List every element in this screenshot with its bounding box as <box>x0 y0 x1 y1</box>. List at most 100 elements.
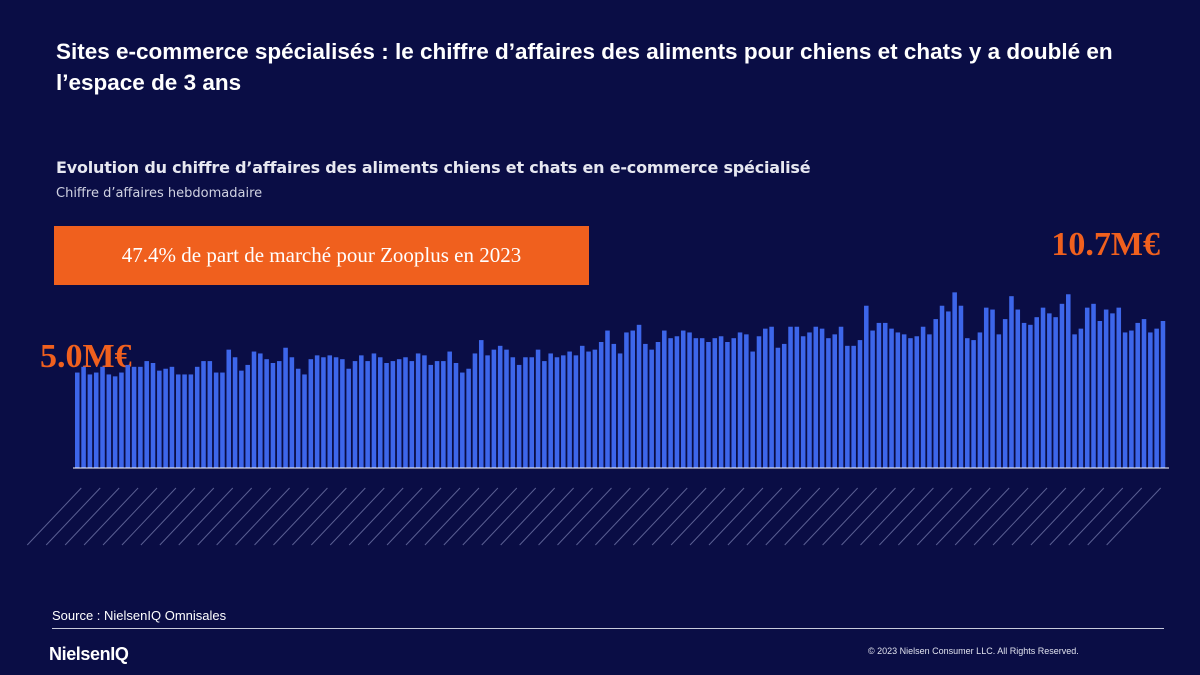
bar-week-71 <box>516 364 522 468</box>
bar-week-84 <box>598 342 604 468</box>
bar-week-111 <box>769 326 774 468</box>
x-tick-label-mark <box>348 487 404 546</box>
x-tick-label-mark <box>954 487 1010 546</box>
bar-week-47 <box>365 361 370 468</box>
bar-week-79 <box>567 351 572 468</box>
bar-week-30 <box>258 353 263 468</box>
x-tick-label-mark <box>83 487 139 546</box>
bar-week-74 <box>535 349 541 468</box>
bar-week-102 <box>712 338 718 468</box>
bar-week-83 <box>592 349 598 468</box>
bar-week-89 <box>630 330 636 468</box>
bar-week-128 <box>876 322 882 468</box>
x-tick-label-mark <box>102 487 158 546</box>
bar-week-144 <box>977 332 983 468</box>
x-tick-label-mark <box>481 487 537 546</box>
bar-week-121 <box>832 334 837 468</box>
x-tick-label-mark <box>197 487 253 546</box>
bar-week-82 <box>586 351 591 468</box>
x-tick-label-mark <box>765 487 821 546</box>
bar-week-75 <box>542 361 547 468</box>
x-tick-label-mark <box>1106 487 1162 546</box>
bar-week-86 <box>611 343 617 468</box>
bar-week-167 <box>1122 332 1128 468</box>
bar-week-170 <box>1141 319 1147 468</box>
x-tick-label-mark <box>26 487 82 546</box>
bar-week-87 <box>617 353 623 468</box>
bar-week-169 <box>1135 322 1140 468</box>
bar-week-133 <box>908 338 913 468</box>
chart-title: Evolution du chiffre d’affaires des alim… <box>56 158 811 177</box>
bar-week-49 <box>377 357 383 468</box>
bar-week-35 <box>289 357 295 468</box>
bar-week-64 <box>472 353 478 468</box>
bar-week-88 <box>624 332 629 468</box>
x-tick-label-mark <box>329 487 385 546</box>
bar-week-138 <box>939 305 945 468</box>
bar-week-148 <box>1002 319 1008 468</box>
x-tick-label-mark <box>784 487 840 546</box>
bar-week-68 <box>497 345 503 468</box>
x-tick-label-mark <box>462 487 518 546</box>
bar-week-112 <box>775 347 781 468</box>
x-tick-label-mark <box>916 487 972 546</box>
bar-week-60 <box>447 351 452 468</box>
x-tick-label-mark <box>64 487 120 546</box>
footer-divider <box>52 628 1164 629</box>
x-tick-label-mark <box>140 487 196 546</box>
x-tick-label-mark <box>803 487 859 546</box>
bar-week-73 <box>529 357 535 468</box>
bar-week-57 <box>428 364 434 468</box>
x-tick-label-mark <box>1068 487 1124 546</box>
bar-week-172 <box>1154 328 1159 468</box>
bar-week-34 <box>283 347 288 468</box>
weekly-sales-bar-chart <box>26 292 1169 546</box>
bar-week-45 <box>352 361 358 468</box>
bar-week-48 <box>371 353 377 468</box>
bar-week-109 <box>756 336 762 468</box>
chart-subtitle: Chiffre d’affaires hebdomadaire <box>56 186 263 201</box>
bar-week-69 <box>504 349 509 468</box>
bar-week-165 <box>1110 313 1115 468</box>
bar-week-95 <box>668 338 673 468</box>
bar-week-62 <box>460 372 465 468</box>
x-tick-label-mark <box>992 487 1048 546</box>
bar-week-154 <box>1040 307 1046 468</box>
bar-week-135 <box>920 326 926 468</box>
bar-week-130 <box>889 328 894 468</box>
bar-week-101 <box>706 342 711 468</box>
bar-week-162 <box>1091 303 1096 468</box>
bar-week-90 <box>636 324 642 468</box>
x-tick-label-mark <box>500 487 556 546</box>
bar-week-8 <box>119 372 124 468</box>
bar-week-66 <box>485 355 490 468</box>
bar-week-124 <box>851 345 856 468</box>
bar-week-21 <box>201 361 206 468</box>
bar-week-55 <box>415 353 421 468</box>
bar-week-104 <box>725 342 730 468</box>
bar-week-76 <box>548 353 553 468</box>
bar-week-149 <box>1009 296 1014 468</box>
bar-week-33 <box>276 361 282 468</box>
copyright-notice: © 2023 Nielsen Consumer LLC. All Rights … <box>868 646 1079 656</box>
bar-week-32 <box>270 363 276 468</box>
x-tick-label-mark <box>689 487 745 546</box>
bar-week-56 <box>422 355 427 468</box>
x-tick-label-mark <box>860 487 915 546</box>
market-share-banner: 47.4% de part de marché pour Zooplus en … <box>54 226 589 285</box>
bar-week-163 <box>1097 321 1103 468</box>
bar-week-168 <box>1129 330 1134 468</box>
x-tick-label-mark <box>594 487 650 546</box>
x-tick-label-mark <box>1030 487 1086 546</box>
bar-week-151 <box>1021 322 1027 468</box>
bar-week-15 <box>163 368 168 468</box>
bar-week-2 <box>81 366 86 468</box>
bar-week-99 <box>693 338 699 468</box>
bar-week-37 <box>302 374 307 468</box>
x-tick-label-mark <box>822 487 877 546</box>
x-tick-marks <box>26 487 1162 546</box>
page-title: Sites e-commerce spécialisés : le chiffr… <box>56 39 1113 95</box>
x-tick-label-mark <box>538 487 593 546</box>
bar-week-94 <box>662 330 667 468</box>
bar-week-126 <box>864 305 869 468</box>
